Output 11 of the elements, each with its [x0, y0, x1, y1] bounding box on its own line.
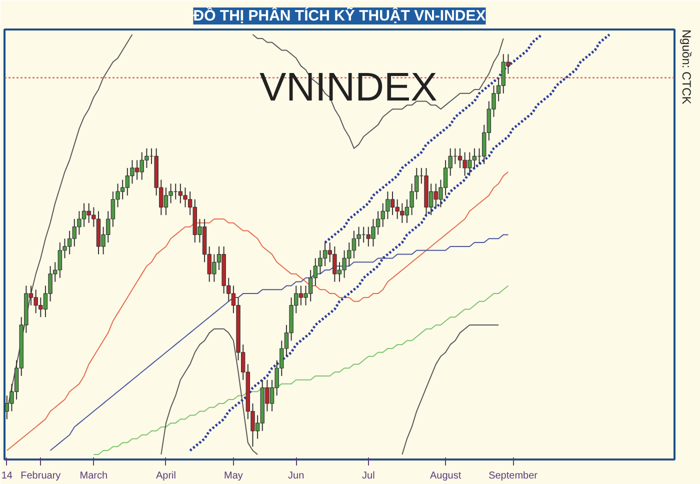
x-tick-label: Jun — [288, 470, 304, 482]
x-tick-label: March — [80, 470, 108, 482]
x-tick-label: August — [430, 470, 462, 482]
x-tick-label: Jul — [362, 470, 375, 482]
x-tick-label: February — [20, 470, 61, 482]
chart-title: ĐỒ THỊ PHÂN TÍCH KỸ THUẬT VN-INDEX — [193, 6, 486, 24]
x-tick-label: April — [156, 470, 176, 482]
x-tick-label: 14 — [1, 470, 13, 482]
x-tick-label: September — [488, 470, 538, 482]
text: Nguồn: CTCK — [680, 30, 694, 104]
x-tick-label: May — [224, 470, 243, 482]
